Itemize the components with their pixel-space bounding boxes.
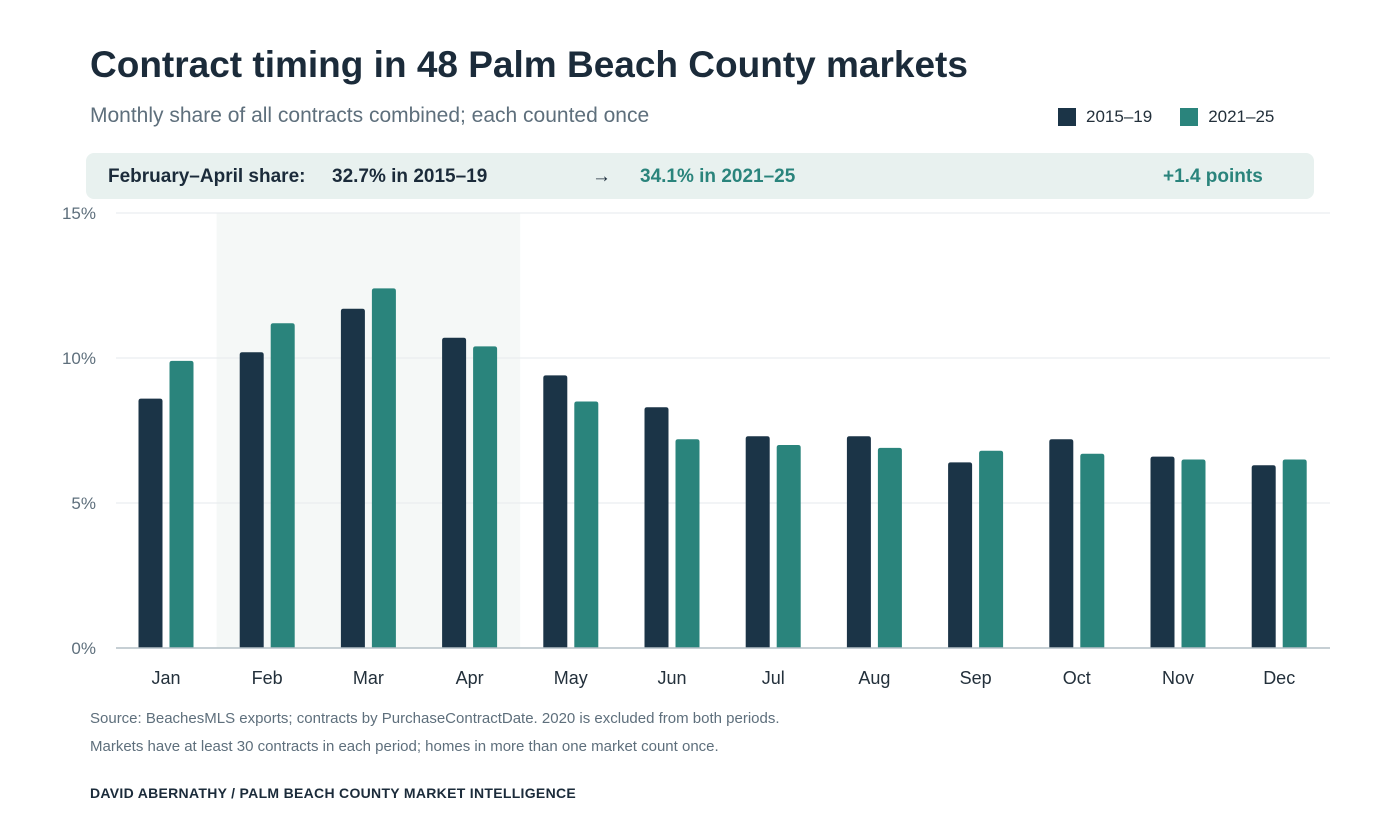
- bar-sep-2015-19: [948, 462, 973, 648]
- bar-mar-2021-25: [371, 288, 396, 648]
- x-tick-label-jan: Jan: [151, 668, 180, 688]
- x-tick-label-sep: Sep: [960, 668, 992, 688]
- legend-item-2015-19: 2015–19: [1058, 107, 1152, 127]
- bar-apr-2015-19: [442, 337, 467, 648]
- legend-swatch-2021-25: [1180, 108, 1199, 126]
- bar-oct-2021-25: [1080, 453, 1105, 648]
- bar-dec-2021-25: [1282, 459, 1307, 648]
- legend-swatch-2015-19: [1058, 108, 1076, 126]
- bar-aug-2015-19: [846, 436, 871, 648]
- y-tick-label-15: 15%: [62, 204, 96, 223]
- bar-may-2021-25: [574, 401, 599, 648]
- callout-after-value: 34.1% in 2021–25: [640, 166, 796, 187]
- x-tick-label-nov: Nov: [1162, 668, 1194, 688]
- callout-arrow: →: [592, 166, 611, 187]
- source-note-line-2: Markets have at least 30 contracts in ea…: [90, 738, 719, 755]
- bar-jun-2015-19: [644, 407, 669, 648]
- bar-feb-2021-25: [270, 323, 295, 648]
- x-tick-label-dec: Dec: [1263, 668, 1295, 688]
- bar-dec-2015-19: [1251, 465, 1276, 648]
- bar-mar-2015-19: [340, 308, 365, 648]
- x-tick-label-aug: Aug: [858, 668, 890, 688]
- bar-jul-2015-19: [745, 436, 770, 648]
- bar-nov-2015-19: [1150, 456, 1175, 648]
- y-tick-label-5: 5%: [71, 494, 96, 513]
- legend-item-2021-25: 2021–25: [1180, 107, 1274, 127]
- bar-jul-2021-25: [776, 445, 801, 648]
- chart-subtitle: Monthly share of all contracts combined;…: [90, 104, 650, 127]
- x-tick-label-apr: Apr: [456, 668, 484, 688]
- legend: 2015–19 2021–25: [1058, 107, 1274, 127]
- callout-delta: +1.4 points: [1163, 166, 1263, 187]
- bar-aug-2021-25: [877, 447, 902, 648]
- bar-apr-2021-25: [473, 346, 498, 648]
- bar-chart: 0% 5% 10% 15% Jan Feb Mar Apr May Jun Jul Aug Sep Oct…: [62, 204, 1330, 688]
- credit-line: DAVID ABERNATHY / PALM BEACH COUNTY MARK…: [90, 785, 577, 801]
- source-note-line-1: Source: BeachesMLS exports; contracts by…: [90, 710, 780, 727]
- bar-jan-2021-25: [169, 360, 194, 648]
- x-tick-label-jul: Jul: [762, 668, 785, 688]
- callout-label: February–April share:: [108, 166, 306, 187]
- bar-jun-2021-25: [675, 439, 700, 648]
- x-tick-label-mar: Mar: [353, 668, 384, 688]
- x-tick-label-jun: Jun: [657, 668, 686, 688]
- chart-title: Contract timing in 48 Palm Beach County …: [90, 44, 968, 85]
- y-tick-label-0: 0%: [71, 639, 96, 658]
- callout-before-value: 32.7% in 2015–19: [332, 166, 488, 187]
- bar-may-2015-19: [543, 375, 568, 648]
- summary-callout: February–April share: 32.7% in 2015–19 →…: [86, 153, 1314, 199]
- highlight-band-feb-apr: [216, 213, 521, 648]
- y-tick-label-10: 10%: [62, 349, 96, 368]
- bar-sep-2021-25: [979, 450, 1004, 648]
- bar-nov-2021-25: [1181, 459, 1206, 648]
- x-tick-label-may: May: [554, 668, 588, 688]
- bar-jan-2015-19: [138, 398, 163, 648]
- x-tick-label-feb: Feb: [252, 668, 283, 688]
- bar-oct-2015-19: [1049, 439, 1074, 648]
- legend-label-2021-25: 2021–25: [1208, 107, 1275, 126]
- bar-feb-2015-19: [239, 352, 264, 648]
- legend-label-2015-19: 2015–19: [1086, 107, 1153, 126]
- x-tick-label-oct: Oct: [1063, 668, 1091, 688]
